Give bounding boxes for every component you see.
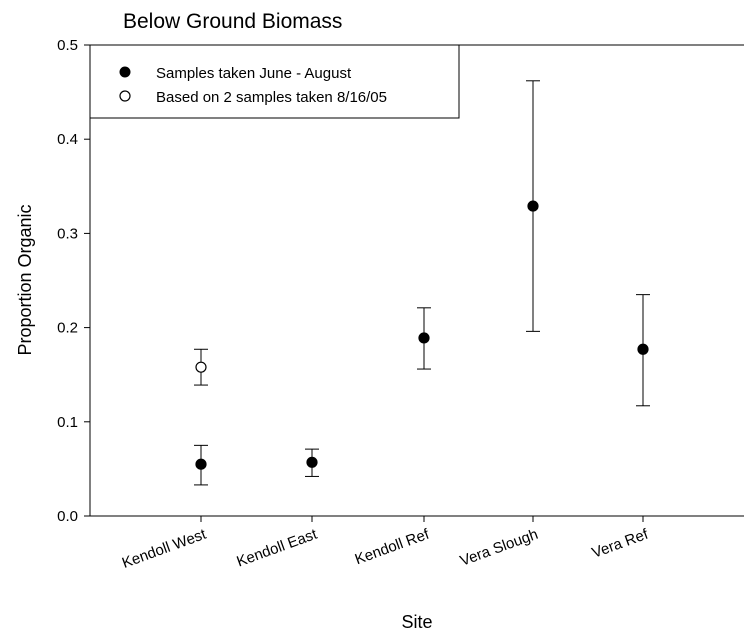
legend-label-1: Samples taken June - August [156,65,352,82]
chart-title: Below Ground Biomass [123,10,342,33]
y-tick-label: 0.5 [57,37,78,54]
y-axis-label: Proportion Organic [15,204,35,355]
data-marks [194,80,650,486]
y-tick-label: 0.0 [57,508,78,525]
x-tick-label: Vera Slough [458,526,541,570]
y-ticks: 0.0 0.1 0.2 0.3 0.4 0.5 [57,37,90,525]
legend-box [89,44,460,119]
data-point-filled [418,332,430,344]
legend-marker-open [119,90,131,102]
legend-marker-filled [119,66,131,78]
x-tick-label: Kendoll East [234,526,320,571]
data-point-open [195,361,207,373]
x-tick-label: Kendoll West [120,526,209,572]
x-axis-label: Site [401,612,432,632]
x-ticks: Kendoll West Kendoll East Kendoll Ref Vera … [120,516,651,572]
x-tick-label: Vera Ref [590,526,651,562]
legend: Samples taken June - August Based on 2 s… [89,44,460,119]
data-point-filled [306,456,318,468]
data-point-filled [195,458,207,470]
y-tick-label: 0.1 [57,414,78,431]
legend-label-2: Based on 2 samples taken 8/16/05 [156,89,387,106]
data-point-filled [637,343,649,355]
data-point-filled [527,200,539,212]
x-tick-label: Kendoll Ref [353,526,432,569]
y-tick-label: 0.4 [57,131,78,148]
y-tick-label: 0.2 [57,320,78,337]
y-tick-label: 0.3 [57,225,78,242]
